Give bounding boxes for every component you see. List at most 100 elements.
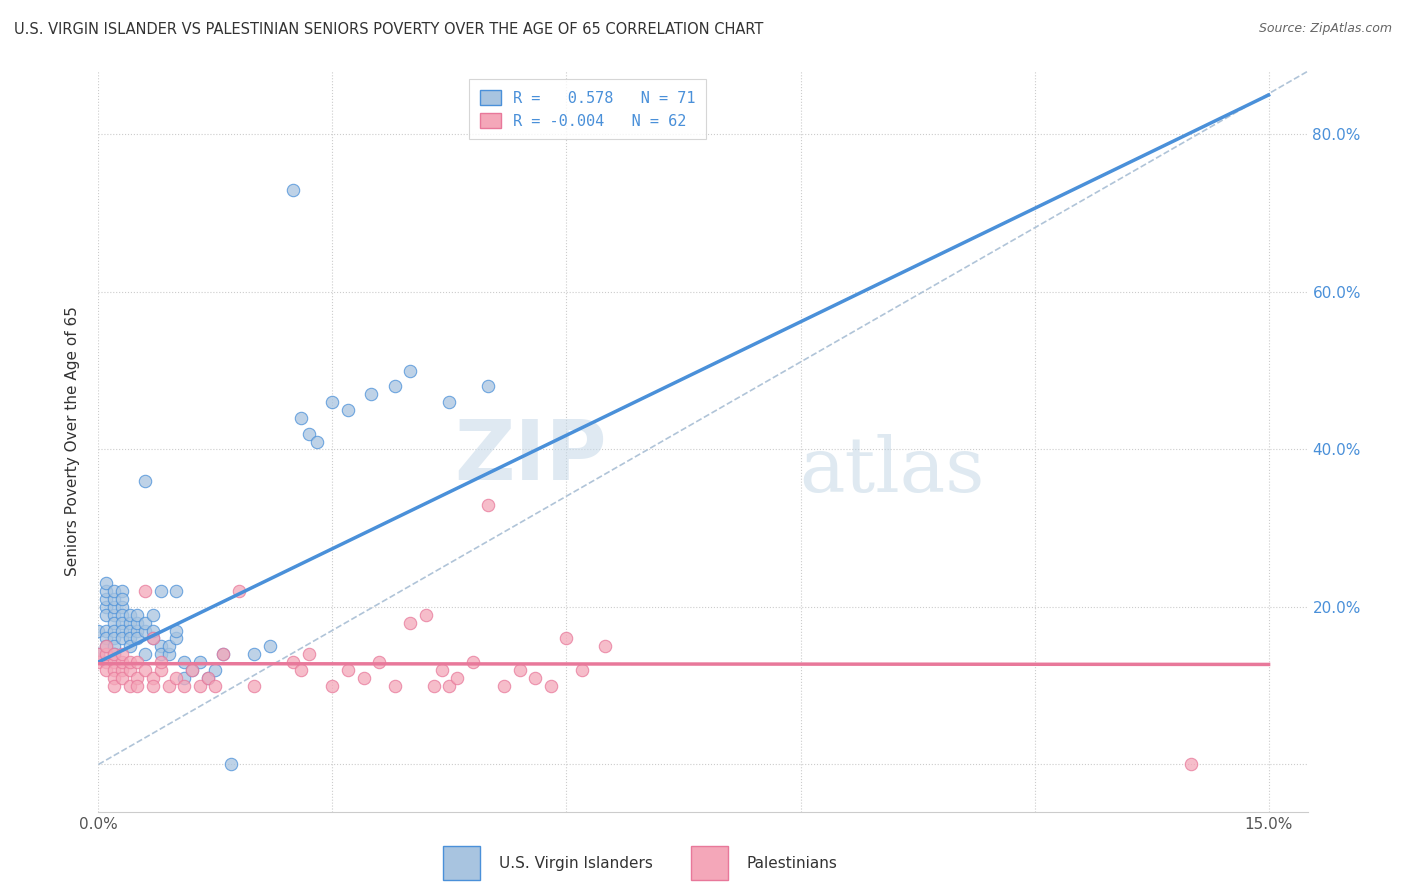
- Point: [142, 679, 165, 693]
- Point: [134, 647, 156, 661]
- Point: [103, 599, 125, 614]
- Point: [173, 679, 195, 693]
- Point: [142, 632, 165, 646]
- Point: [283, 182, 305, 196]
- Point: [118, 624, 141, 638]
- Point: [134, 584, 156, 599]
- Point: [103, 647, 125, 661]
- Point: [165, 671, 187, 685]
- Point: [430, 663, 453, 677]
- Point: [96, 599, 118, 614]
- Point: [157, 640, 180, 654]
- Text: Source: ZipAtlas.com: Source: ZipAtlas.com: [1258, 22, 1392, 36]
- Point: [173, 655, 195, 669]
- Point: [118, 679, 141, 693]
- Point: [103, 615, 125, 630]
- Point: [103, 655, 125, 669]
- Point: [111, 624, 134, 638]
- Point: [540, 679, 562, 693]
- Point: [283, 655, 305, 669]
- Point: [103, 647, 125, 661]
- Point: [118, 607, 141, 622]
- Point: [243, 647, 266, 661]
- Text: U.S. Virgin Islanders: U.S. Virgin Islanders: [499, 855, 652, 871]
- Point: [111, 655, 134, 669]
- Point: [103, 632, 125, 646]
- Point: [219, 757, 242, 772]
- Point: [555, 632, 578, 646]
- Point: [87, 647, 110, 661]
- Point: [212, 647, 235, 661]
- Point: [118, 663, 141, 677]
- Point: [134, 474, 156, 488]
- Point: [321, 395, 343, 409]
- Point: [197, 671, 219, 685]
- Point: [290, 411, 312, 425]
- Point: [181, 663, 204, 677]
- Point: [111, 592, 134, 607]
- Point: [127, 671, 149, 685]
- Point: [477, 379, 499, 393]
- Point: [337, 403, 360, 417]
- Point: [103, 592, 125, 607]
- Point: [165, 624, 187, 638]
- Point: [149, 647, 172, 661]
- Point: [103, 640, 125, 654]
- Point: [259, 640, 281, 654]
- Point: [204, 663, 226, 677]
- Point: [87, 647, 110, 661]
- Point: [165, 632, 187, 646]
- Point: [188, 655, 211, 669]
- Point: [157, 647, 180, 661]
- Point: [188, 679, 211, 693]
- Point: [399, 364, 422, 378]
- Point: [96, 640, 118, 654]
- Point: [103, 663, 125, 677]
- Point: [228, 584, 250, 599]
- Point: [321, 679, 343, 693]
- Point: [399, 615, 422, 630]
- Point: [446, 671, 468, 685]
- Point: [509, 663, 531, 677]
- Point: [103, 584, 125, 599]
- Point: [96, 655, 118, 669]
- Point: [1180, 757, 1202, 772]
- Point: [461, 655, 484, 669]
- Point: [134, 624, 156, 638]
- Point: [439, 395, 461, 409]
- Point: [524, 671, 547, 685]
- Point: [423, 679, 446, 693]
- Point: [111, 599, 134, 614]
- Point: [103, 671, 125, 685]
- Point: [96, 624, 118, 638]
- Point: [111, 607, 134, 622]
- Point: [204, 679, 226, 693]
- Point: [96, 576, 118, 591]
- Point: [118, 632, 141, 646]
- Point: [127, 655, 149, 669]
- Point: [111, 663, 134, 677]
- Point: [127, 632, 149, 646]
- Text: Palestinians: Palestinians: [747, 855, 837, 871]
- Point: [173, 671, 195, 685]
- Point: [87, 655, 110, 669]
- Point: [165, 584, 187, 599]
- Point: [149, 663, 172, 677]
- Point: [368, 655, 391, 669]
- Point: [197, 671, 219, 685]
- Point: [111, 647, 134, 661]
- Point: [127, 624, 149, 638]
- Point: [337, 663, 360, 677]
- Point: [127, 615, 149, 630]
- Point: [360, 387, 382, 401]
- Point: [103, 679, 125, 693]
- Point: [103, 607, 125, 622]
- Point: [290, 663, 312, 677]
- Legend: R =   0.578   N = 71, R = -0.004   N = 62: R = 0.578 N = 71, R = -0.004 N = 62: [468, 79, 706, 139]
- FancyBboxPatch shape: [690, 846, 728, 880]
- Point: [96, 647, 118, 661]
- Point: [212, 647, 235, 661]
- Point: [96, 663, 118, 677]
- Point: [87, 624, 110, 638]
- Point: [157, 679, 180, 693]
